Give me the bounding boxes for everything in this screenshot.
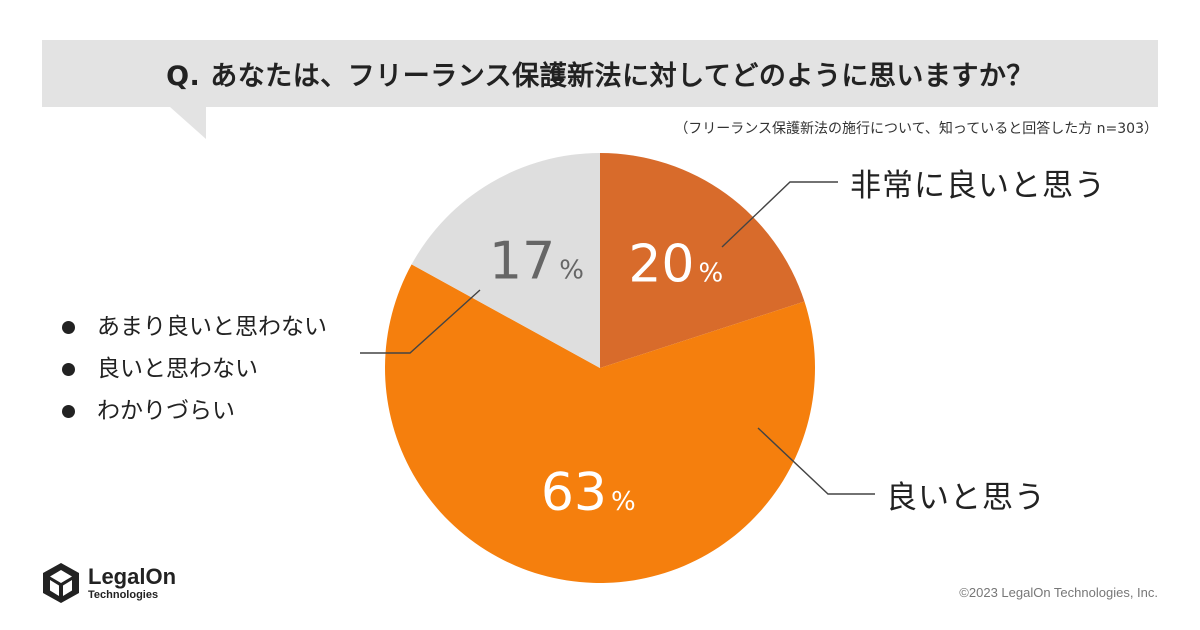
data-label-very-good: 20% <box>628 235 723 295</box>
pie-slice-other <box>411 153 600 368</box>
other-answer-item: わかりづらい <box>62 390 327 432</box>
question-text: Q. あなたは、フリーランス保護新法に対してどのように思いますか？ <box>166 61 1034 92</box>
bullet-icon <box>62 404 75 418</box>
data-label-good: 63% <box>541 463 636 523</box>
brand-sub: Technologies <box>88 588 159 601</box>
other-answer-label: わかりづらい <box>97 398 235 424</box>
question-banner: Q. あなたは、フリーランス保護新法に対してどのように思いますか？ <box>42 40 1158 107</box>
bullet-icon <box>62 362 75 376</box>
brand-name: LegalOn <box>88 563 177 589</box>
callout-good: 良いと思う <box>886 480 1046 516</box>
leader-line-very-good <box>721 181 838 248</box>
other-answer-item: 良いと思わない <box>62 348 327 390</box>
leader-line-other <box>360 289 481 354</box>
sample-note: （フリーランス保護新法の施行について、知っていると回答した方 n=303） <box>674 121 1158 137</box>
other-answers-list: あまり良いと思わない 良いと思わない わかりづらい <box>62 306 327 432</box>
pie-slice-very-good <box>600 153 805 368</box>
bullet-icon <box>62 320 75 334</box>
other-answer-label: 良いと思わない <box>97 356 258 382</box>
leader-line-good <box>757 427 875 495</box>
data-label-other: 17% <box>489 232 584 292</box>
other-answer-item: あまり良いと思わない <box>62 306 327 348</box>
copyright: ©2023 LegalOn Technologies, Inc. <box>959 585 1158 600</box>
brand-logo: LegalOn Technologies <box>42 562 176 604</box>
legalon-logo-icon <box>43 563 79 603</box>
pie-slice-good <box>384 264 815 583</box>
callout-very-good: 非常に良いと思う <box>850 168 1106 204</box>
other-answer-label: あまり良いと思わない <box>97 314 327 340</box>
